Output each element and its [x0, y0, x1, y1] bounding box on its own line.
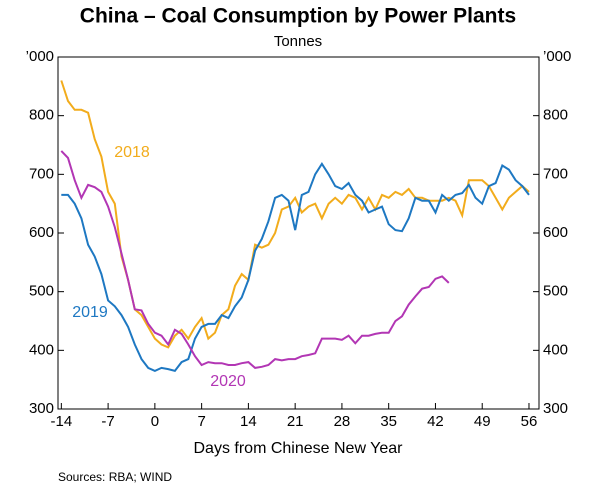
chart-title: China – Coal Consumption by Power Plants — [80, 5, 516, 28]
series-label: 2020 — [210, 373, 246, 390]
y-tick-label: 600 — [29, 224, 54, 241]
series-line — [61, 161, 530, 373]
y2-tick-label: 300 — [543, 400, 568, 417]
x-tick-label: 0 — [151, 413, 159, 430]
y2-tick-label: 400 — [543, 341, 568, 358]
y2-tick-label: 800 — [543, 107, 568, 124]
source: Sources: RBA; WIND — [58, 470, 172, 484]
x-tick-label: -14 — [50, 413, 72, 430]
series-line — [60, 150, 450, 369]
x-tick-label: 49 — [474, 413, 491, 430]
y-tick-label: 700 — [29, 165, 54, 182]
y-tick-label: ’000 — [26, 48, 54, 65]
x-tick-label: 21 — [287, 413, 304, 430]
y-tick-label: 500 — [29, 283, 54, 300]
y-tick-label: 300 — [29, 400, 54, 417]
plot-frame — [57, 56, 540, 410]
y2-tick-label: 500 — [543, 283, 568, 300]
x-axis-label: Days from Chinese New Year — [194, 440, 404, 457]
y2-tick-label: ’000 — [543, 48, 571, 65]
series-label: 2019 — [72, 304, 108, 321]
series-line — [60, 80, 530, 349]
x-tick-label: 56 — [521, 413, 538, 430]
x-tick-label: 35 — [380, 413, 397, 430]
x-tick-label: 14 — [240, 413, 257, 430]
y-tick-label: 800 — [29, 107, 54, 124]
x-tick-label: 28 — [334, 413, 351, 430]
x-tick-label: 7 — [197, 413, 205, 430]
chart-subtitle: Tonnes — [274, 33, 322, 50]
y-tick-label: 400 — [29, 341, 54, 358]
x-tick-label: -7 — [101, 413, 114, 430]
series-label: 2018 — [114, 144, 150, 161]
y2-tick-label: 700 — [543, 165, 568, 182]
y2-tick-label: 600 — [543, 224, 568, 241]
x-tick-label: 42 — [427, 413, 444, 430]
